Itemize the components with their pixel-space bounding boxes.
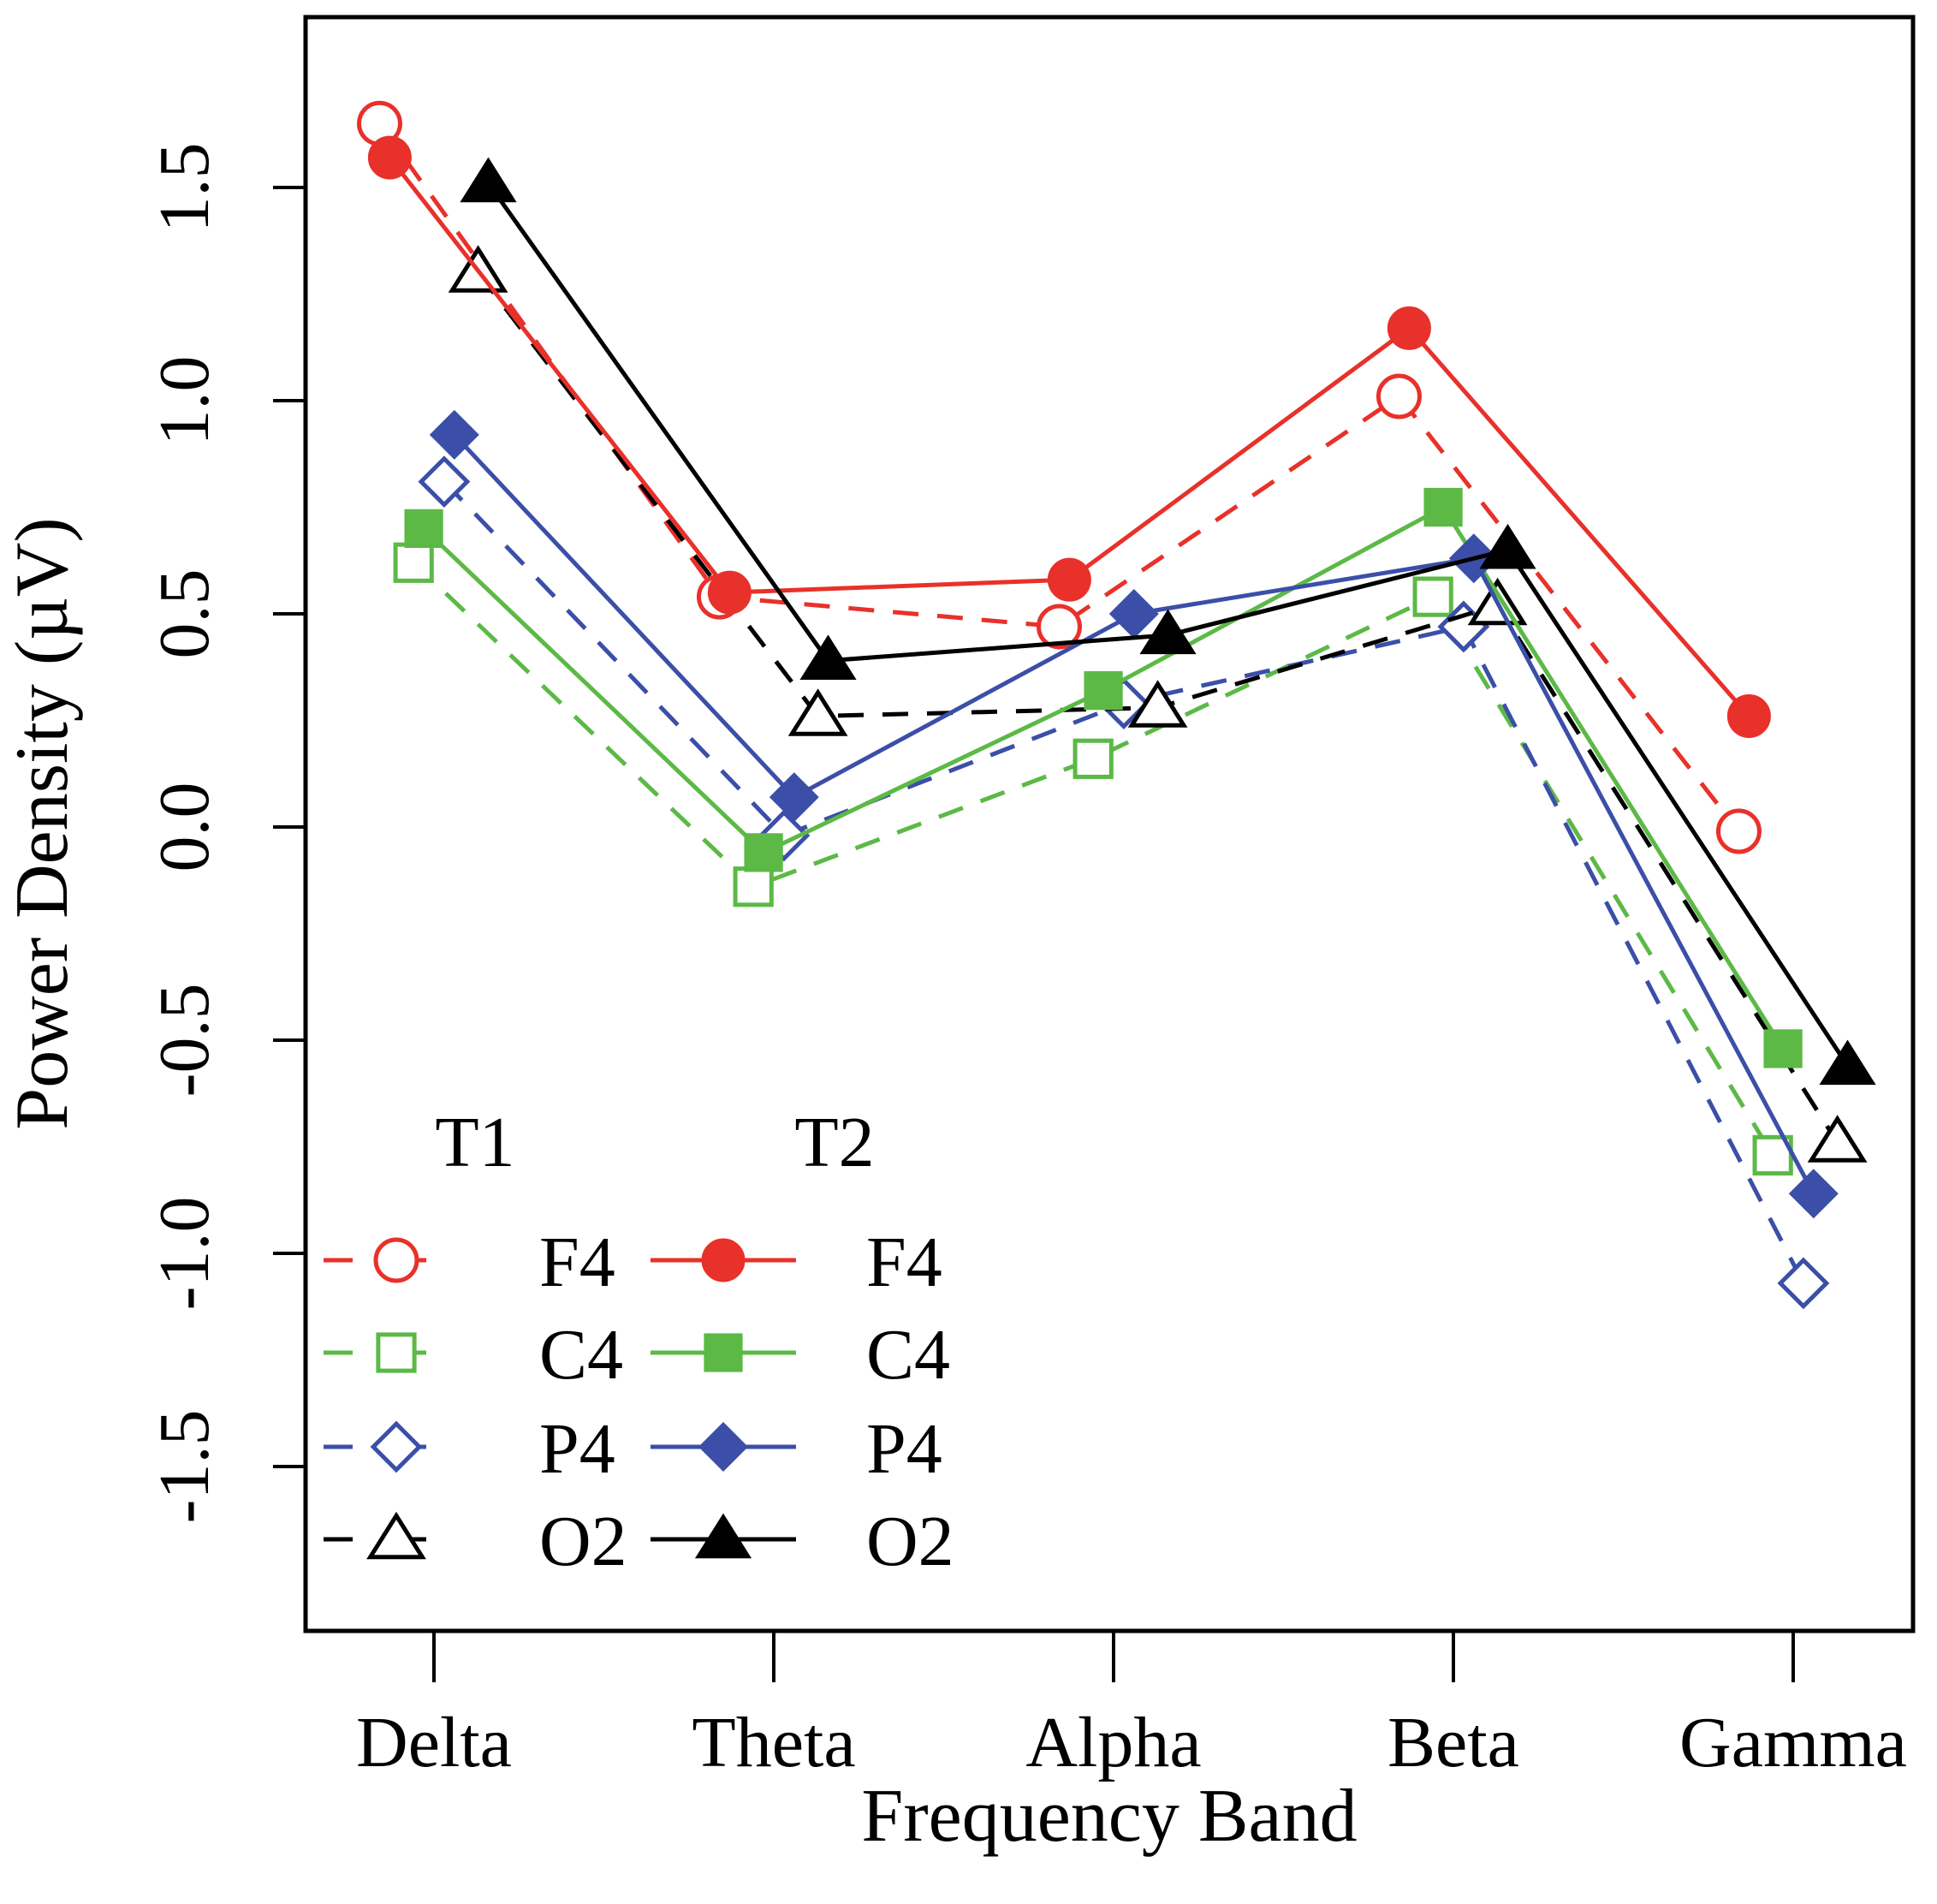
legend-entry-t1-o2: O2 (324, 1502, 627, 1581)
data-point (1036, 604, 1082, 650)
legend-entry-t1-c4: C4 (324, 1315, 623, 1395)
series-t2-c4 (404, 487, 1803, 1068)
data-point (1127, 680, 1188, 728)
x-tick-label: Theta (692, 1703, 855, 1782)
y-tick-label: 0.5 (145, 569, 224, 659)
data-point (733, 866, 774, 907)
y-tick-label: -0.5 (145, 984, 224, 1098)
data-point (1108, 588, 1159, 640)
data-point (1763, 1029, 1803, 1068)
legend-marker (376, 1332, 417, 1373)
legend-label: P4 (539, 1409, 615, 1489)
series-line (452, 433, 1816, 1195)
series-t2-o2 (460, 157, 1876, 1086)
series-t1-f4 (356, 100, 1762, 854)
data-point (1084, 671, 1123, 711)
data-point (460, 157, 517, 203)
data-point (769, 772, 819, 823)
y-tick-label: 1.0 (145, 356, 224, 446)
data-point (1423, 487, 1463, 527)
data-point (707, 570, 752, 615)
legend-label: P4 (866, 1409, 942, 1489)
y-tick-label: -1.5 (145, 1410, 224, 1524)
x-axis-title: Frequency Band (861, 1775, 1357, 1858)
legend: T1 T2 F4 C4 P4 O2 F4 C4 P4 O2 (324, 1103, 954, 1581)
data-point (1726, 694, 1771, 739)
data-point (1819, 1039, 1876, 1086)
data-point (367, 135, 412, 180)
series-t2-f4 (367, 135, 1771, 739)
data-point (744, 833, 783, 872)
legend-entry-t2-o2: O2 (651, 1502, 954, 1581)
x-tick-label: Delta (356, 1703, 512, 1782)
legend-label: O2 (866, 1502, 954, 1581)
legend-marker (698, 1421, 749, 1473)
series-line (412, 561, 1775, 1157)
data-point (1412, 576, 1453, 617)
legend-marker (370, 1420, 423, 1473)
series-t1-p4 (418, 455, 1830, 1310)
legend-label: F4 (539, 1223, 615, 1302)
legend-marker (704, 1333, 743, 1372)
legend-entry-t2-c4: C4 (651, 1315, 950, 1395)
x-tick-label: Gamma (1679, 1703, 1907, 1782)
legend-marker (373, 1237, 419, 1283)
data-point (418, 455, 471, 509)
x-tick-label: Alpha (1025, 1703, 1201, 1782)
y-axis-title: Power Density (µV) (1, 517, 84, 1129)
data-point (1047, 557, 1091, 602)
y-tick-label: 1.5 (145, 143, 224, 233)
data-point (393, 542, 434, 583)
y-tick-label: -1.0 (145, 1197, 224, 1311)
data-point (1777, 1257, 1830, 1310)
legend-marker (694, 1513, 752, 1559)
legend-label: C4 (866, 1315, 950, 1395)
data-point (1807, 1115, 1868, 1163)
data-point (1387, 306, 1431, 350)
legend-label: C4 (539, 1315, 623, 1395)
legend-marker (701, 1238, 746, 1282)
data-point (1788, 1169, 1839, 1219)
data-point (1479, 523, 1536, 569)
data-point (429, 409, 479, 460)
legend-header: T2 (794, 1103, 874, 1182)
x-tick-label: Beta (1387, 1703, 1519, 1782)
data-point (799, 634, 857, 680)
data-point (1072, 738, 1114, 779)
legend-entry-t1-f4: F4 (324, 1223, 615, 1302)
legend-label: F4 (866, 1223, 942, 1302)
legend-header: T1 (435, 1103, 514, 1182)
y-tick-label: 0.0 (145, 782, 224, 872)
plot-frame (303, 15, 1916, 1633)
data-point (787, 688, 848, 736)
legend-entry-t2-p4: P4 (651, 1409, 942, 1489)
data-point (1715, 808, 1762, 854)
legend-label: O2 (539, 1502, 627, 1581)
legend-entry-t1-p4: P4 (324, 1409, 615, 1489)
data-point (1376, 373, 1422, 419)
series-t1-o2 (448, 245, 1868, 1163)
data-point (404, 509, 443, 549)
legend-entry-t2-f4: F4 (651, 1223, 942, 1302)
axes: -1.5 -1.0 -0.5 0.0 0.5 1.0 1.5 Delta Theta Alpha B… (145, 143, 1907, 1783)
data-point (1139, 609, 1197, 655)
series-layer (356, 100, 1876, 1310)
legend-marker (366, 1511, 426, 1560)
